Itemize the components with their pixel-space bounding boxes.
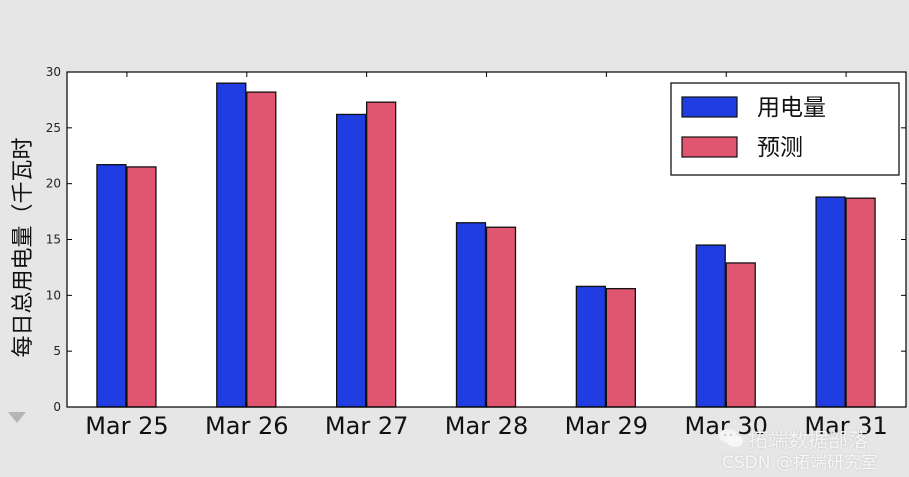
x-tick-label-2: Mar 27 xyxy=(325,412,408,440)
x-tick-label-4: Mar 29 xyxy=(565,412,648,440)
bar-usage-6 xyxy=(815,196,846,408)
legend-swatch-1 xyxy=(681,136,738,158)
bar-forecast-2 xyxy=(365,101,397,408)
bar-forecast-4 xyxy=(605,287,637,408)
y-tick-label-5: 25 xyxy=(46,121,61,135)
bar-usage-2 xyxy=(335,113,367,408)
bar-usage-0 xyxy=(96,164,127,408)
x-tick-label-0: Mar 25 xyxy=(85,412,168,440)
axes-frame xyxy=(66,71,907,408)
y-tick-label-1: 5 xyxy=(53,344,61,358)
legend-swatch-0 xyxy=(681,96,738,118)
y-tick-label-3: 15 xyxy=(46,233,61,247)
y-axis-label: 每日总用电量（千瓦时 xyxy=(11,137,36,357)
x-tick-label-6: Mar 31 xyxy=(804,412,887,440)
bar-forecast-6 xyxy=(845,197,876,408)
bar-forecast-5 xyxy=(725,262,756,408)
bar-forecast-3 xyxy=(485,226,517,408)
watermark-brand: 拓端数据部落 xyxy=(748,428,868,452)
legend-label-0: 用电量 xyxy=(757,95,826,121)
y-tick-label-0: 0 xyxy=(53,400,61,414)
bar-usage-1 xyxy=(216,82,247,408)
bar-forecast-1 xyxy=(246,91,277,408)
corner-triangle-icon xyxy=(8,412,26,423)
bar-forecast-0 xyxy=(126,166,157,408)
wechat-icon xyxy=(719,429,743,447)
bar-usage-4 xyxy=(575,285,607,408)
bar-usage-5 xyxy=(695,244,726,408)
y-tick-label-2: 10 xyxy=(46,288,61,302)
x-tick-label-1: Mar 26 xyxy=(205,412,288,440)
watermark-csdn: CSDN @拓端研究室 xyxy=(722,453,878,473)
y-tick-label-4: 20 xyxy=(46,177,61,191)
legend-label-1: 预测 xyxy=(757,135,803,161)
x-tick-label-3: Mar 28 xyxy=(445,412,528,440)
y-tick-label-6: 30 xyxy=(46,65,61,79)
bar-usage-3 xyxy=(455,222,487,408)
